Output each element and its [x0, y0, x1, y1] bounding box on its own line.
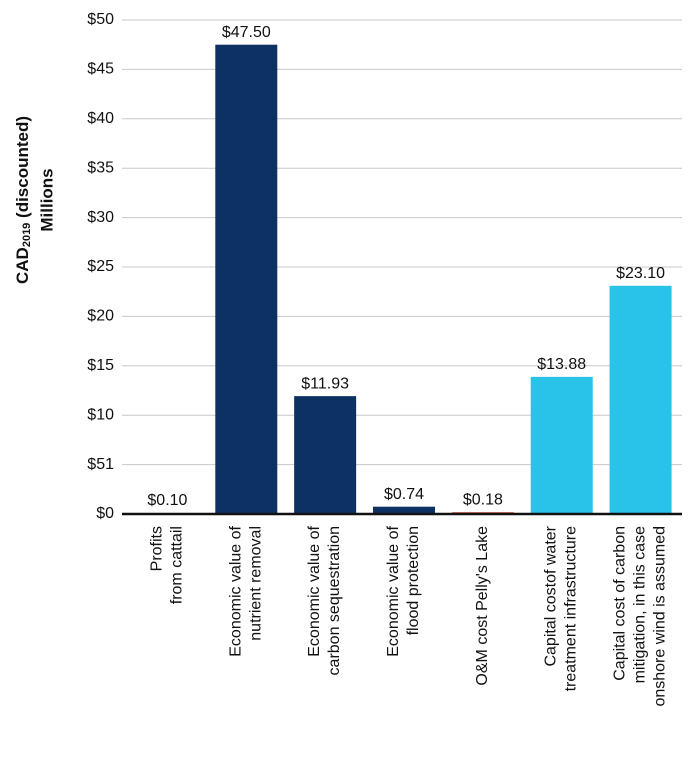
- x-tick-line: mitigation, in this case: [632, 526, 649, 684]
- x-tick-line: Economic value of: [385, 525, 402, 656]
- value-label: $0.10: [147, 492, 187, 509]
- x-tick-line: O&M cost Pelly's Lake: [474, 526, 491, 686]
- bar: [215, 44, 278, 514]
- x-tick-label: O&M cost Pelly's Lake: [474, 526, 491, 686]
- y-label-part: CAD: [13, 247, 32, 284]
- y-axis-label: CAD2019 (discounted): [13, 116, 32, 284]
- y-tick-label: $0: [96, 505, 114, 522]
- value-label: $11.93: [301, 375, 349, 392]
- value-label: $0.74: [384, 486, 424, 503]
- bar: [530, 376, 593, 514]
- x-tick-label: Capital costof water treatment infrastruc…: [543, 525, 580, 691]
- x-tick-label: Economic value of carbon sequestration: [306, 525, 343, 675]
- value-label: $0.18: [463, 491, 503, 508]
- value-label: $23.10: [616, 265, 665, 282]
- y-tick-label: $51: [87, 456, 114, 473]
- y-tick-label: $35: [87, 159, 114, 176]
- x-tick-line: Capital cost of carbon: [612, 526, 629, 681]
- y-tick-label: $15: [87, 357, 114, 374]
- bar: [373, 506, 435, 514]
- y-tick-label: $25: [87, 258, 114, 275]
- x-tick-line: Profits: [149, 526, 166, 571]
- y-label-part: (discounted): [13, 116, 32, 223]
- x-tick-line: nutrient removal: [248, 526, 265, 641]
- x-tick-label: Capital cost of carbon mitigation, in thi…: [612, 526, 669, 707]
- x-tick-label: Profits from cattail: [149, 526, 186, 604]
- x-tick-line: carbon sequestration: [326, 526, 343, 675]
- value-label: $47.50: [222, 24, 271, 41]
- y-tick-label: $40: [87, 110, 114, 127]
- x-tick-label: Economic value of nutrient removal: [228, 525, 265, 656]
- x-tick-line: from cattail: [169, 526, 186, 604]
- y-tick-label: $30: [87, 209, 114, 226]
- x-tick-label: Economic value of flood protection: [385, 525, 422, 656]
- y-tick-label: $50: [87, 11, 114, 28]
- y-tick-label: $45: [87, 61, 114, 78]
- x-tick-line: Economic value of: [306, 525, 323, 656]
- bar: [294, 396, 357, 514]
- y-label-sub: 2019: [21, 223, 33, 247]
- bar: [609, 285, 672, 514]
- value-label: $13.88: [537, 356, 586, 373]
- x-tick-line: Economic value of: [228, 525, 245, 656]
- x-tick-line: Capital costof water: [543, 525, 560, 666]
- x-tick-line: onshore wind is assumed: [652, 526, 669, 707]
- y-tick-label: $10: [87, 406, 114, 423]
- x-tick-line: flood protection: [405, 526, 422, 635]
- y-tick-label: $20: [87, 308, 114, 325]
- y-axis-label-2: Millions: [37, 168, 56, 231]
- x-tick-line: treatment infrastructure: [563, 526, 580, 692]
